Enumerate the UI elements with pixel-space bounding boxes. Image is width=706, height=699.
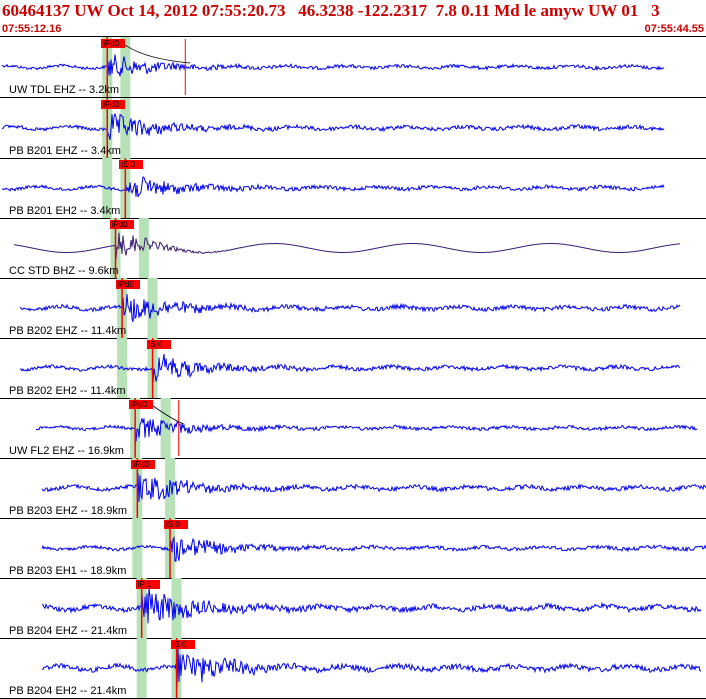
waveform bbox=[35, 418, 698, 442]
station-label: PB B204 EHZ -- 21.4km bbox=[9, 625, 127, 637]
trace-canvas bbox=[1, 37, 665, 97]
waveform bbox=[19, 354, 681, 383]
pick-flag[interactable]: iP 1 bbox=[135, 580, 160, 589]
station-label: PB B202 EHZ -- 11.4km bbox=[9, 325, 127, 337]
waveform bbox=[41, 535, 706, 562]
waveform bbox=[13, 232, 681, 260]
waveform bbox=[1, 54, 665, 77]
phase-window bbox=[132, 518, 143, 578]
trace-panel: iS 0 PB B201 EH2 -- 3.4km bbox=[0, 158, 706, 219]
station-label: UW TDL EHZ -- 3.2km bbox=[9, 84, 120, 96]
pick-flag[interactable]: iPd0 bbox=[109, 220, 134, 229]
waveform bbox=[19, 294, 681, 323]
pick-flag[interactable]: iPd0 bbox=[101, 100, 126, 109]
station-label: PB B201 EH2 -- 3.4km bbox=[9, 205, 121, 217]
event-header: 60464137 UW Oct 14, 2012 07:55:20.73 46.… bbox=[0, 0, 706, 37]
pick-flag[interactable]: iPd0 bbox=[101, 39, 126, 48]
pick-flag[interactable]: iS 0 bbox=[164, 520, 188, 529]
trace-panel: iPd0 PB B201 EHZ -- 3.4km bbox=[0, 98, 706, 159]
station-label: PB B203 EHZ -- 18.9km bbox=[9, 505, 127, 517]
trace-panel: iP 1 PB B204 EHZ -- 21.4km bbox=[0, 578, 706, 639]
window-start-time: 07:55:12.16 bbox=[2, 23, 62, 35]
trace-panel: iS 0 PB B203 EH1 -- 18.9km bbox=[0, 518, 706, 579]
station-label: CC STD BHZ -- 9.6km bbox=[9, 265, 119, 277]
waveform bbox=[41, 587, 702, 624]
pick-flag[interactable]: iPd0 bbox=[129, 400, 154, 409]
trace-panel: iPd0 PB B202 EHZ -- 11.4km bbox=[0, 278, 706, 339]
coda-curve bbox=[152, 405, 184, 425]
trace-panel: iPd0 CC STD BHZ -- 9.6km bbox=[0, 218, 706, 279]
station-label: PB B202 EH2 -- 11.4km bbox=[9, 385, 126, 397]
trace-panel: iPd0 UW TDL EHZ -- 3.2km bbox=[0, 37, 706, 98]
station-label: PB B203 EH1 -- 18.9km bbox=[9, 565, 127, 577]
waveform bbox=[1, 176, 665, 198]
station-label: UW FL2 EHZ -- 16.9km bbox=[9, 445, 124, 457]
seismogram-stack: iPd0 UW TDL EHZ -- 3.2km iPd0 PB B201 EHZ -… bbox=[0, 37, 706, 699]
trace-panel: iS 0 PB B204 EH2 -- 21.4km bbox=[0, 638, 706, 699]
trace-canvas bbox=[35, 398, 698, 458]
pick-flag[interactable]: iS 0 bbox=[146, 340, 171, 349]
trace-panel: iPd0 PB B203 EHZ -- 18.9km bbox=[0, 458, 706, 519]
coda-curve bbox=[125, 44, 191, 64]
station-label: PB B204 EH2 -- 21.4km bbox=[9, 685, 127, 697]
trace-panel: iPd0 UW FL2 EHZ -- 16.9km bbox=[0, 398, 706, 459]
waveform bbox=[1, 112, 665, 141]
trace-panel: iS 0 PB B202 EH2 -- 11.4km bbox=[0, 338, 706, 399]
pick-flag[interactable]: iS 0 bbox=[170, 640, 195, 649]
station-label: PB B201 EHZ -- 3.4km bbox=[9, 145, 121, 157]
waveform bbox=[41, 648, 702, 688]
phase-window bbox=[120, 37, 131, 97]
phase-window bbox=[136, 638, 147, 698]
waveform bbox=[41, 473, 706, 502]
window-end-time: 07:55:44.55 bbox=[644, 23, 704, 35]
pick-flag[interactable]: iPd0 bbox=[116, 280, 141, 289]
pick-flag[interactable]: iPd0 bbox=[131, 460, 156, 469]
phase-window bbox=[171, 578, 182, 638]
pick-flag[interactable]: iS 0 bbox=[119, 160, 144, 169]
event-summary: 60464137 UW Oct 14, 2012 07:55:20.73 46.… bbox=[2, 1, 660, 20]
phase-window bbox=[102, 158, 113, 218]
